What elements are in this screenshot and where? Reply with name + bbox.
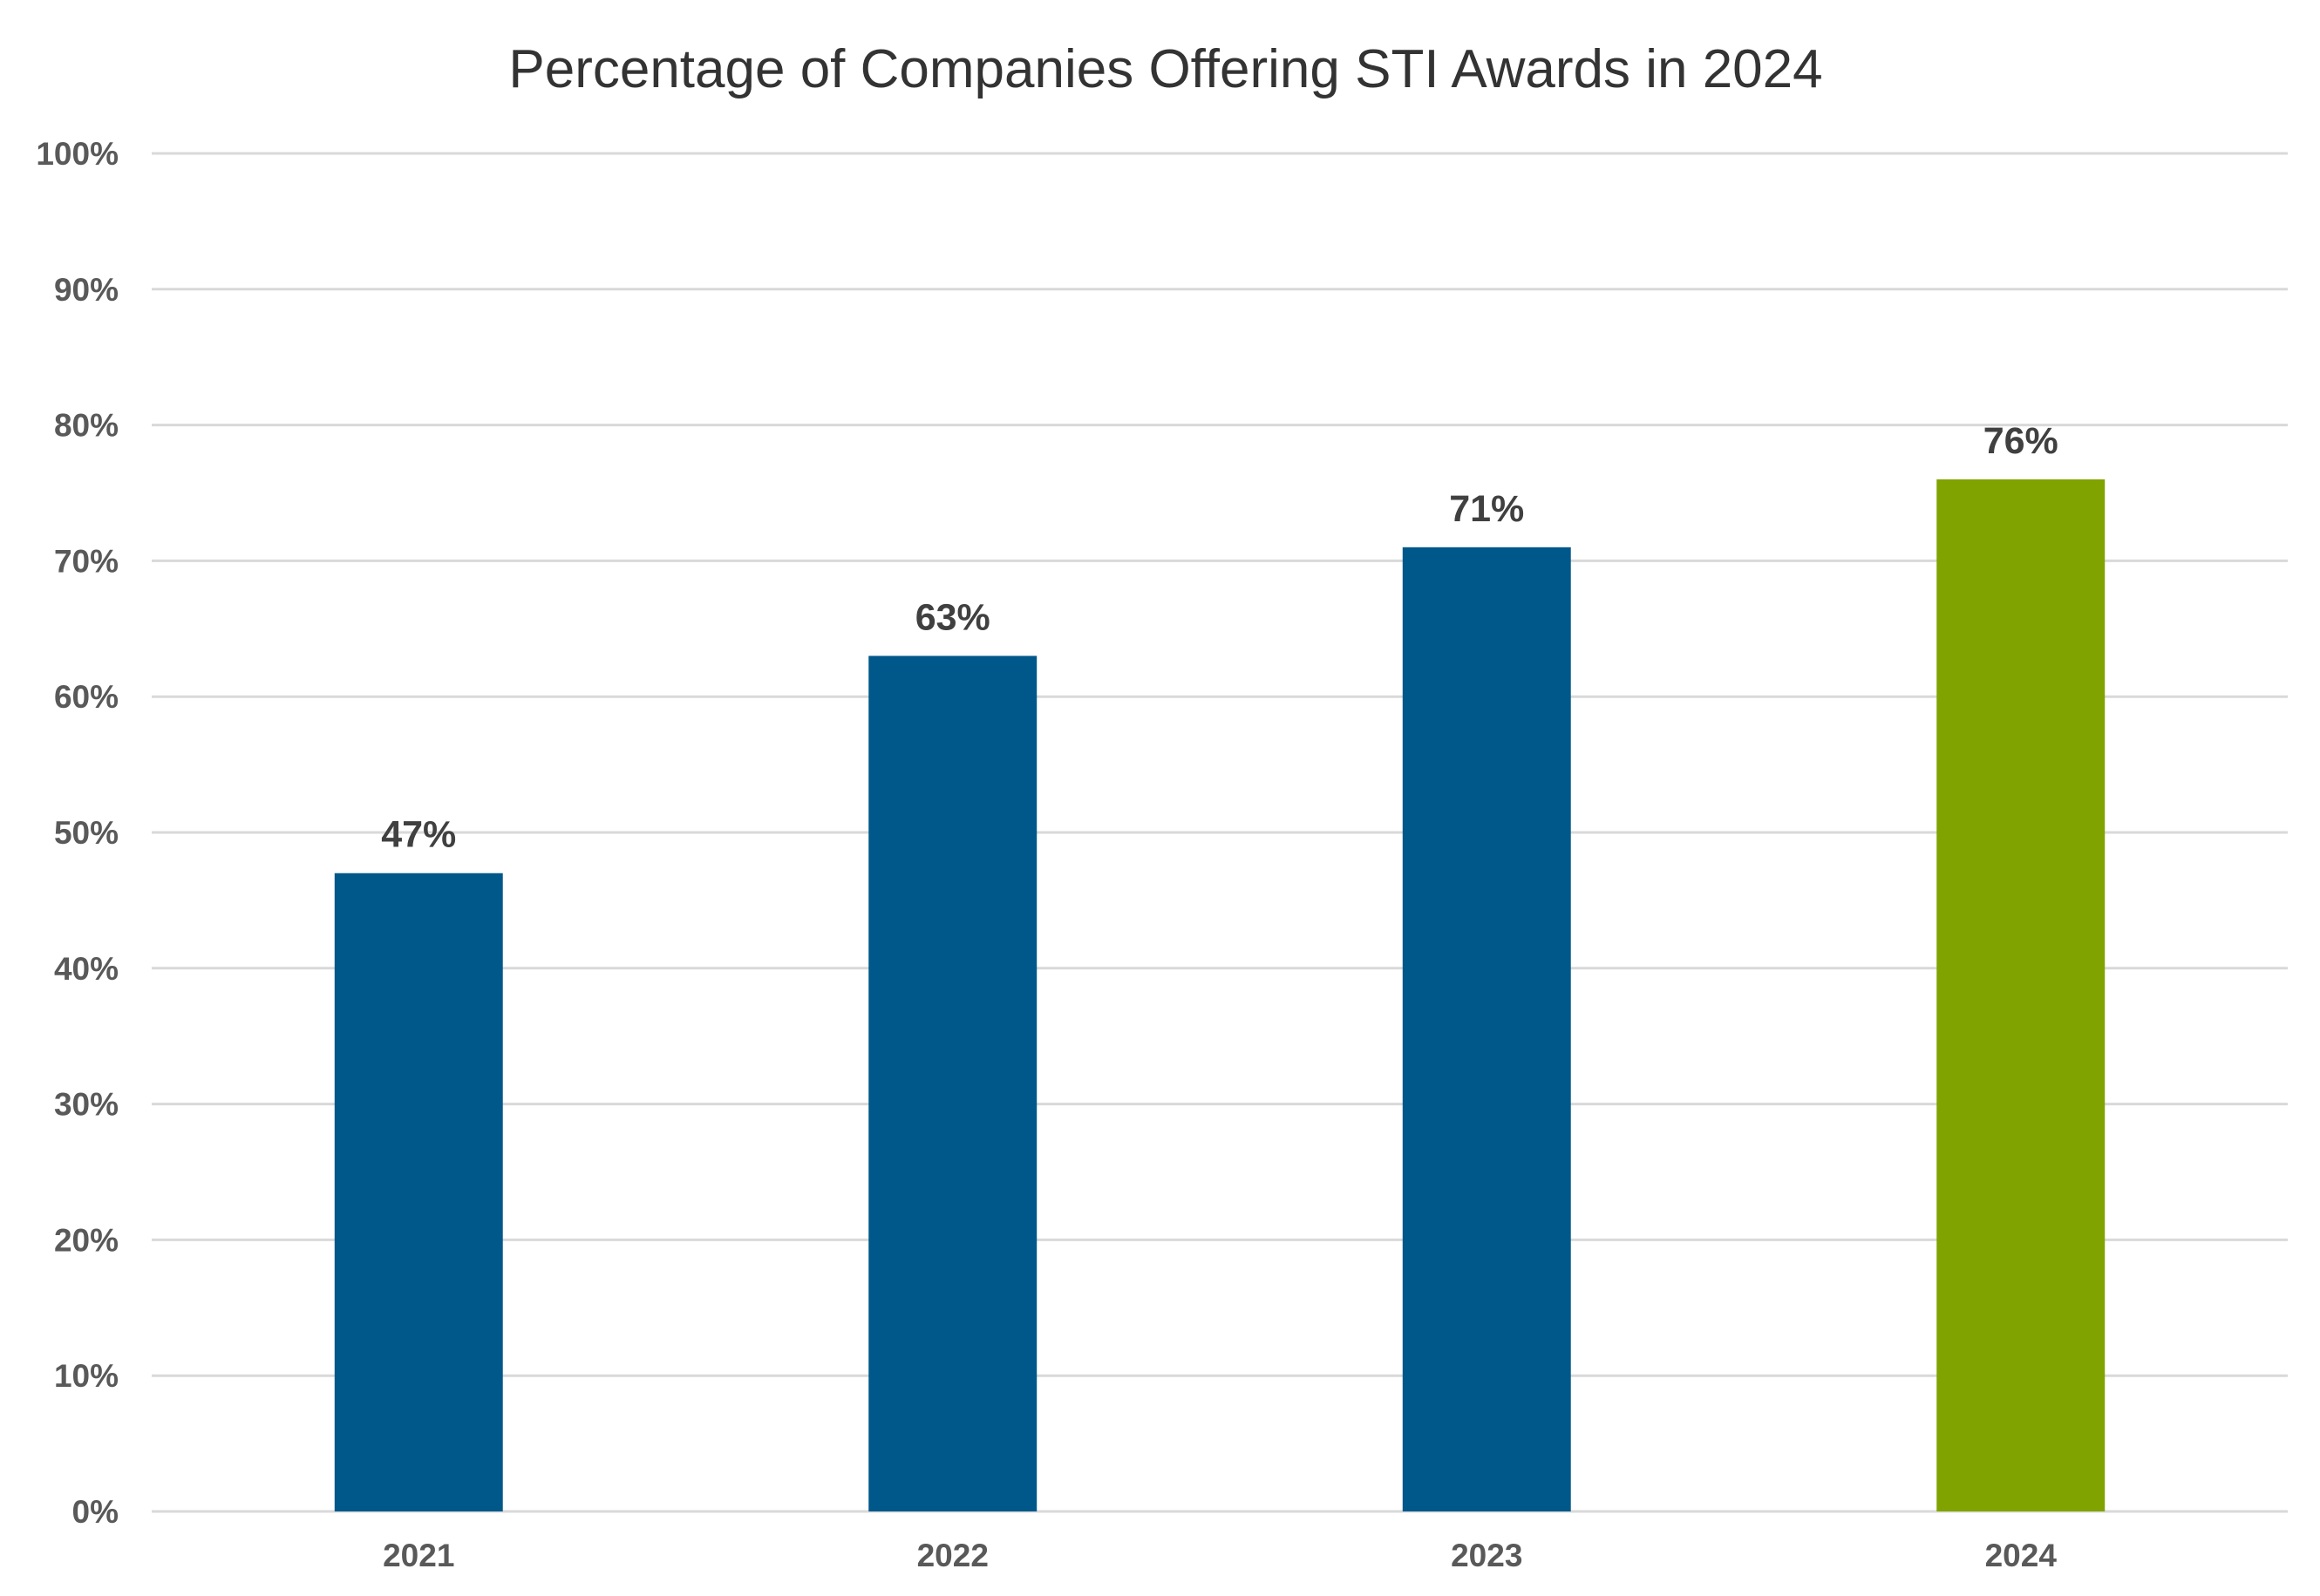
bar-2023 [1402, 547, 1571, 1511]
data-label-2024: 76% [1983, 420, 2058, 462]
y-tick-label: 0% [72, 1494, 119, 1530]
x-tick-label-2024: 2024 [1985, 1538, 2058, 1573]
bar-2021 [334, 873, 503, 1511]
gridlines [152, 152, 2288, 1513]
x-tick-label-2021: 2021 [383, 1538, 454, 1573]
x-tick-label-2023: 2023 [1451, 1538, 1522, 1573]
y-axis-tick-labels: 0% 10% 20% 30% 40% 50% 60% 70% 80% 90% 100% [36, 136, 119, 1530]
y-tick-label: 100% [36, 136, 119, 172]
bar-2024 [1936, 479, 2106, 1512]
data-label-2021: 47% [381, 814, 456, 856]
data-label-2022: 63% [915, 596, 990, 638]
y-tick-label: 20% [54, 1222, 119, 1258]
bars [334, 479, 2106, 1512]
data-labels: 47% 63% 71% 76% [381, 420, 2058, 856]
y-tick-label: 70% [54, 543, 119, 579]
y-tick-label: 30% [54, 1087, 119, 1123]
y-tick-label: 40% [54, 951, 119, 987]
bar-2022 [868, 655, 1038, 1511]
chart-title: Percentage of Companies Offering STI Awa… [508, 39, 1822, 99]
y-tick-label: 60% [54, 679, 119, 715]
data-label-2023: 71% [1449, 488, 1524, 530]
y-tick-label: 80% [54, 408, 119, 444]
x-tick-label-2022: 2022 [917, 1538, 989, 1573]
y-tick-label: 90% [54, 272, 119, 308]
x-axis-tick-labels: 2021 2022 2023 2024 [383, 1538, 2057, 1573]
y-tick-label: 10% [54, 1358, 119, 1394]
y-tick-label: 50% [54, 815, 119, 851]
